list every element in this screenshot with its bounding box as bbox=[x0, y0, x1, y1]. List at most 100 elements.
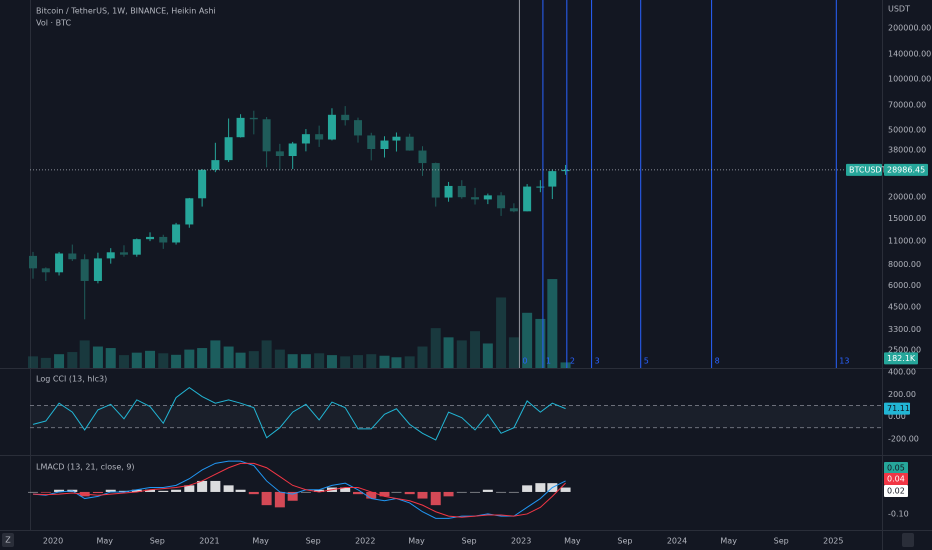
fib-zone-label: 2 bbox=[570, 357, 575, 366]
fib-zone-label: 1 bbox=[546, 357, 551, 366]
y-tick-label: 200000.00 bbox=[888, 23, 931, 32]
histogram-bar bbox=[353, 491, 364, 495]
y-tick-label: 140000.00 bbox=[888, 50, 931, 59]
candle-body bbox=[198, 169, 207, 199]
y-tick-label: 4500.00 bbox=[888, 302, 921, 311]
x-tick-label: 2023 bbox=[511, 537, 531, 546]
signal-value-label: 0.04 bbox=[887, 475, 905, 484]
volume-bar bbox=[118, 355, 129, 368]
cci-value-box bbox=[884, 402, 910, 415]
cci-value-label: 71.11 bbox=[887, 404, 910, 413]
volume-bar bbox=[223, 346, 234, 368]
volume-bar bbox=[379, 355, 390, 368]
candle-body bbox=[561, 169, 570, 172]
last-volume-box bbox=[884, 352, 918, 365]
x-tick-label: May bbox=[408, 537, 425, 546]
volume-bar bbox=[470, 331, 481, 368]
candle-body bbox=[457, 185, 466, 198]
histogram-bar bbox=[560, 487, 571, 492]
histogram-bar bbox=[340, 487, 351, 492]
last-price-label: 28986.45 bbox=[887, 165, 925, 174]
candle-body bbox=[418, 150, 427, 164]
candle-body bbox=[288, 143, 297, 157]
y-tick-label: 100000.00 bbox=[888, 74, 931, 83]
x-tick-label: May bbox=[564, 537, 581, 546]
volume-bar bbox=[261, 340, 272, 368]
last-symbol-box bbox=[846, 163, 882, 176]
volume-bar bbox=[535, 318, 546, 368]
y-tick-label: 38000.00 bbox=[888, 145, 926, 154]
candle-body bbox=[236, 117, 245, 138]
volume-bar bbox=[79, 340, 90, 368]
histogram-bar bbox=[391, 491, 402, 493]
y-tick-label: 200.00 bbox=[888, 390, 916, 399]
volume-bar bbox=[547, 279, 558, 368]
histogram-bar bbox=[40, 491, 51, 493]
fib-zone-label: 13 bbox=[839, 357, 849, 366]
y-tick-label: -0.10 bbox=[888, 509, 909, 518]
candle-body bbox=[249, 117, 258, 120]
volume-bar bbox=[287, 354, 298, 368]
histogram-bar bbox=[184, 485, 195, 492]
histogram-bar bbox=[274, 491, 285, 508]
histogram-bar bbox=[223, 485, 234, 492]
macd-value-box bbox=[884, 462, 908, 474]
histogram-bar bbox=[131, 489, 142, 492]
volume-bar bbox=[131, 352, 142, 368]
y-tick-label: 70000.00 bbox=[888, 101, 926, 110]
volume-bar bbox=[28, 356, 39, 368]
y-tick-label: 2500.00 bbox=[888, 346, 921, 355]
y-tick-label: 11000.00 bbox=[888, 237, 926, 246]
fib-zone-label: 0 bbox=[522, 357, 527, 366]
volume-bar bbox=[40, 357, 51, 368]
y-tick-label: 0.00 bbox=[888, 412, 906, 421]
volume-bar bbox=[158, 353, 169, 368]
histogram-bar bbox=[404, 491, 415, 495]
candle-body bbox=[55, 253, 64, 273]
toolbar-button[interactable] bbox=[2, 533, 14, 547]
histogram-bar bbox=[300, 491, 311, 493]
histogram-bar bbox=[28, 491, 39, 493]
histogram-bar bbox=[430, 491, 441, 506]
volume-bar bbox=[145, 350, 156, 368]
histogram-bar bbox=[417, 491, 428, 499]
candle-body bbox=[548, 171, 557, 187]
histogram-bar bbox=[443, 491, 454, 497]
volume-title: Vol · BTC bbox=[36, 19, 72, 28]
volume-bar bbox=[171, 354, 182, 368]
macd-value-label: 0.05 bbox=[887, 464, 905, 473]
volume-bar bbox=[391, 357, 402, 368]
candle-body bbox=[41, 268, 50, 273]
last-price-box bbox=[884, 163, 928, 176]
fib-zone-label: 5 bbox=[644, 357, 649, 366]
histogram-bar bbox=[105, 489, 116, 492]
volume-bar bbox=[300, 354, 311, 368]
last-symbol-label: BTCUSDT bbox=[849, 165, 887, 174]
fib-zone-label: 3 bbox=[595, 357, 600, 366]
candle-body bbox=[483, 195, 492, 200]
last-volume-label: 182.1K bbox=[887, 354, 916, 363]
y-tick-label: 6000.00 bbox=[888, 281, 921, 290]
hist-value-label: 0.02 bbox=[887, 487, 905, 496]
histogram-bar bbox=[145, 489, 156, 492]
histogram-bar bbox=[456, 491, 467, 493]
x-tick-label: 2022 bbox=[355, 537, 375, 546]
toolbar-label[interactable]: Z bbox=[5, 536, 11, 545]
chart-title: Bitcoin / TetherUS, 1W, BINANCE, Heikin … bbox=[36, 7, 216, 16]
histogram-bar bbox=[248, 491, 259, 495]
x-tick-label: Sep bbox=[617, 537, 632, 546]
candle-body bbox=[405, 136, 414, 151]
candle-body bbox=[132, 239, 141, 255]
y-tick-label: 20000.00 bbox=[888, 193, 926, 202]
candle-body bbox=[471, 197, 480, 200]
y-tick-label: 50000.00 bbox=[888, 125, 926, 134]
histogram-bar bbox=[210, 480, 221, 492]
histogram-bar bbox=[470, 491, 481, 493]
histogram-bar bbox=[235, 489, 246, 492]
signal-line bbox=[32, 462, 566, 518]
candle-body bbox=[262, 119, 271, 152]
y-tick-label: 3300.00 bbox=[888, 325, 921, 334]
cci-band bbox=[30, 405, 882, 428]
settings-button[interactable] bbox=[902, 533, 914, 547]
